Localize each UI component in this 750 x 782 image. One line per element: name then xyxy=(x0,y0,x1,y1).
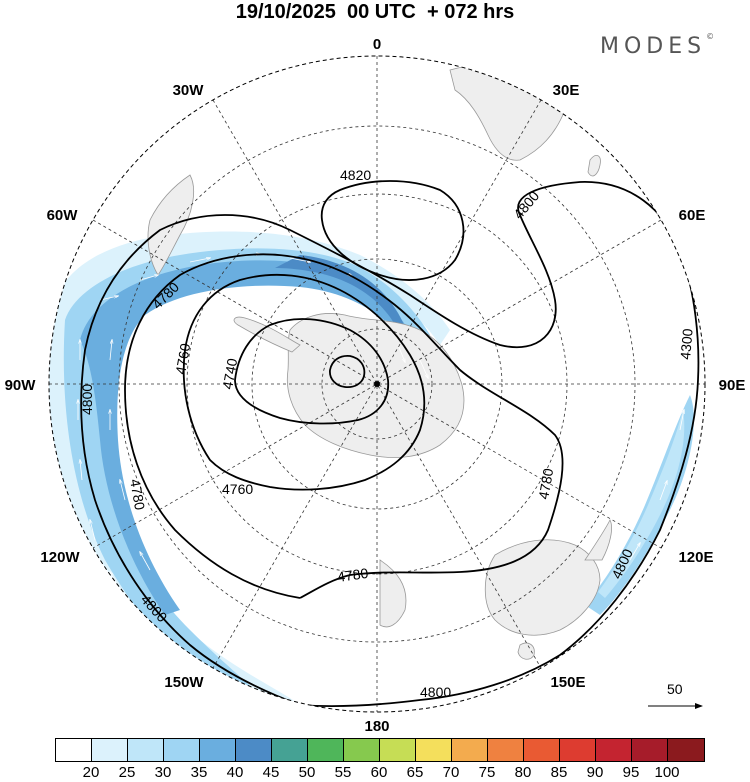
colorbar-swatch xyxy=(488,739,524,761)
contour-4740 xyxy=(234,318,390,425)
lon-120e: 120E xyxy=(678,549,713,566)
colorbar-tick-label: 55 xyxy=(334,764,352,781)
colorbar-swatch xyxy=(308,739,344,761)
colorbar-swatch xyxy=(596,739,632,761)
label-4760-a: 4760 xyxy=(172,342,193,376)
colorbar-tick-label: 85 xyxy=(550,764,568,781)
wind-reference: 50 xyxy=(648,681,703,709)
colorbar-swatch xyxy=(344,739,380,761)
contour-4780 xyxy=(124,253,564,599)
colorbar-tick-label: 25 xyxy=(118,764,136,781)
wind-arrows xyxy=(78,254,684,681)
south-pole-marker xyxy=(374,381,380,387)
modes-logo: MODES© xyxy=(600,32,715,59)
lon-150w: 150W xyxy=(164,674,204,691)
label-4800-s: 4800 xyxy=(420,684,451,700)
colorbar-swatch xyxy=(560,739,596,761)
colorbar-swatch xyxy=(632,739,668,761)
label-4300-e: 4300 xyxy=(677,328,696,361)
contours xyxy=(80,180,700,708)
colorbar-swatch xyxy=(200,739,236,761)
lon-0: 0 xyxy=(373,36,381,53)
lon-30e: 30E xyxy=(553,82,580,99)
colorbar-tick-label: 40 xyxy=(226,764,244,781)
wind-reference-label: 50 xyxy=(667,681,683,697)
australia xyxy=(484,539,601,636)
lon-180: 180 xyxy=(364,718,389,735)
colorbar-swatch xyxy=(56,739,92,761)
copyright-mark: © xyxy=(706,32,715,41)
label-4780-d: 4780 xyxy=(535,467,556,501)
longitude-labels: 0 30W 30E 60W 60E 90W 90E 120W 120E 150W… xyxy=(5,36,746,735)
colorbar-swatch xyxy=(524,739,560,761)
colorbar-tick-label: 35 xyxy=(190,764,208,781)
lon-60w: 60W xyxy=(47,207,79,224)
colorbar-swatch xyxy=(164,739,200,761)
label-4780-c: 4780 xyxy=(336,565,369,585)
map-title: 19/10/2025 00 UTC + 072 hrs xyxy=(235,1,515,23)
ross-ice-coast xyxy=(379,559,407,628)
new-zealand xyxy=(584,519,612,561)
lon-150e: 150E xyxy=(550,674,585,691)
map-border xyxy=(48,55,706,713)
colorbar-tick-label: 30 xyxy=(154,764,172,781)
colorbar-swatch xyxy=(416,739,452,761)
lon-30w: 30W xyxy=(173,82,205,99)
label-4800-w: 4800 xyxy=(79,384,95,415)
colorbar-swatch xyxy=(272,739,308,761)
label-4760-b: 4760 xyxy=(222,481,253,497)
colorbar-tick-label: 80 xyxy=(514,764,532,781)
antarctic-peninsula xyxy=(233,316,301,353)
lon-120w: 120W xyxy=(40,549,80,566)
map-disc xyxy=(49,56,705,712)
colorbar-swatch xyxy=(668,739,704,761)
colorbar-tick-label: 90 xyxy=(586,764,604,781)
madagascar xyxy=(587,155,601,177)
colorbar-swatch xyxy=(452,739,488,761)
colorbar-swatch xyxy=(380,739,416,761)
label-4740: 4740 xyxy=(219,357,240,391)
contour-4800-outer xyxy=(80,181,700,708)
contour-4740-inner xyxy=(329,355,366,389)
colorbar-tick-label: 45 xyxy=(262,764,280,781)
label-4780-b: 4780 xyxy=(127,478,148,512)
contour-4760 xyxy=(182,273,426,491)
colorbar-tick-label: 75 xyxy=(478,764,496,781)
lon-60e: 60E xyxy=(679,207,706,224)
colorbar-tick-label: 50 xyxy=(298,764,316,781)
tasmania xyxy=(517,642,535,660)
colorbar xyxy=(55,738,705,762)
colorbar-tick-label: 70 xyxy=(442,764,460,781)
jet-core-max xyxy=(275,255,404,327)
colorbar-tick-label: 95 xyxy=(622,764,640,781)
graticule xyxy=(49,56,705,712)
contour-4820 xyxy=(320,180,465,281)
colorbar-tick-label: 100 xyxy=(654,764,680,781)
colorbar-swatch xyxy=(92,739,128,761)
brand-text: MODES xyxy=(600,34,707,59)
lon-90e: 90E xyxy=(719,377,746,394)
colorbar-labels: 20 25 30 35 40 45 50 55 60 65 70 75 80 85 90 95 100 xyxy=(55,764,703,782)
colorbar-tick-label: 65 xyxy=(406,764,424,781)
colorbar-swatch xyxy=(128,739,164,761)
label-4820: 4820 xyxy=(340,167,371,183)
colorbar-tick-label: 20 xyxy=(82,764,100,781)
colorbar-tick-label: 60 xyxy=(370,764,388,781)
lon-90w: 90W xyxy=(5,377,37,394)
colorbar-swatch xyxy=(236,739,272,761)
